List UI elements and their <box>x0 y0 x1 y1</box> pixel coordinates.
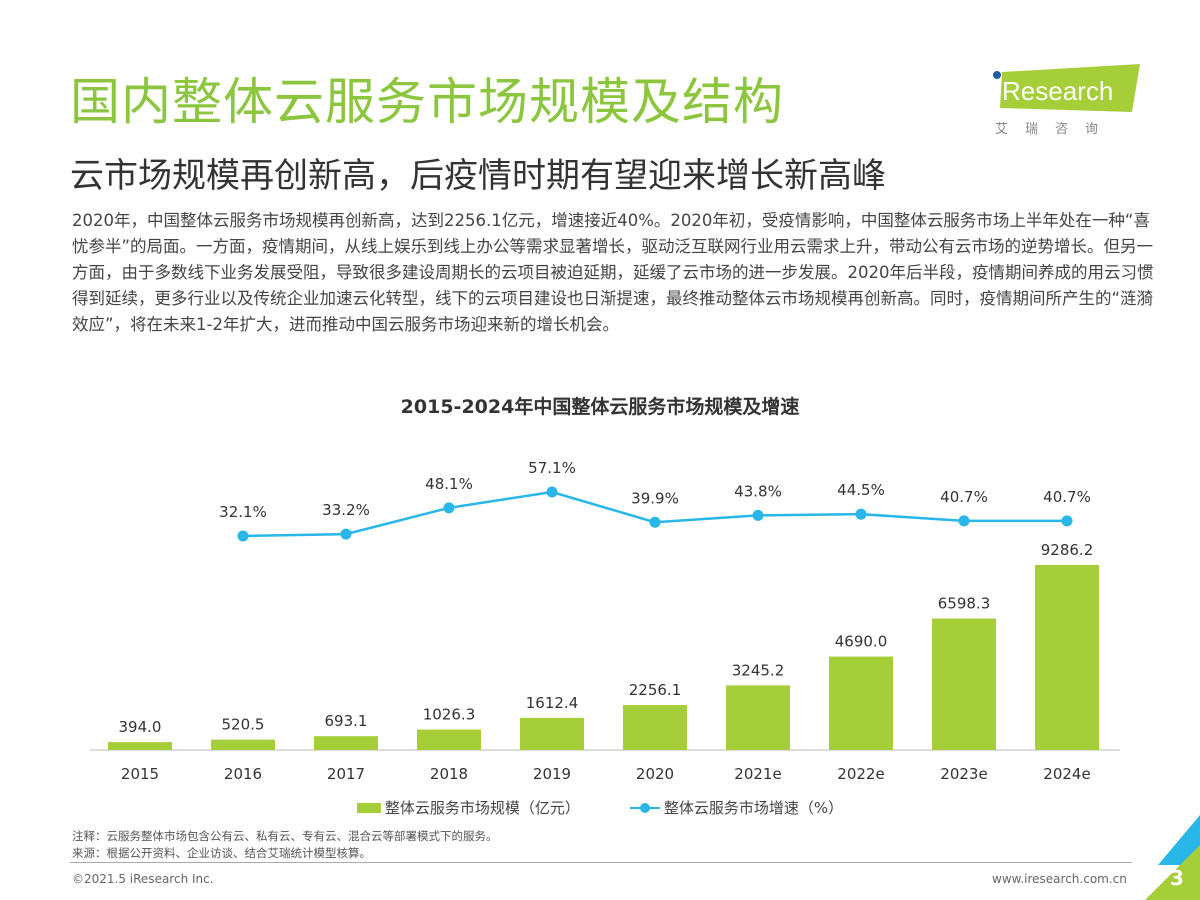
bar-label: 693.1 <box>325 712 368 730</box>
bar <box>417 729 481 750</box>
bar-label: 2256.1 <box>629 681 682 699</box>
page-title: 国内整体云服务市场规模及结构 <box>70 73 784 131</box>
growth-label: 32.1% <box>219 503 267 521</box>
corner-decoration <box>1145 815 1200 900</box>
bar <box>932 618 996 750</box>
bar <box>520 717 584 750</box>
growth-point <box>649 516 661 528</box>
growth-label: 48.1% <box>425 475 473 493</box>
growth-label: 43.8% <box>734 482 782 500</box>
bar-label: 3245.2 <box>732 661 785 679</box>
line-swatch <box>629 802 660 814</box>
x-tick-label: 2020 <box>636 765 674 783</box>
legend-item-bar: 整体云服务市场规模（亿元） <box>356 797 580 818</box>
note-text: 注释：云服务整体市场包含公有云、私有云、专有云、混合云等部署模式下的服务。 <box>72 829 498 843</box>
growth-point <box>237 530 249 542</box>
source-text: 来源：根据公开资料、企业访谈、结合艾瑞统计模型核算。 <box>72 846 371 860</box>
growth-label: 40.7% <box>1043 488 1091 506</box>
copyright: ©2021.5 iResearch Inc. <box>72 872 214 886</box>
bar-label: 520.5 <box>222 716 265 734</box>
x-tick-label: 2015 <box>121 765 159 783</box>
x-tick-label: 2017 <box>327 765 365 783</box>
growth-point <box>1061 515 1073 527</box>
growth-label: 39.9% <box>631 489 679 507</box>
bar <box>1035 565 1099 750</box>
legend-label: 整体云服务市场增速（%） <box>663 799 844 817</box>
x-tick-label: 2021e <box>734 765 781 783</box>
x-tick-label: 2018 <box>430 765 468 783</box>
divider <box>70 862 1132 863</box>
bar-label: 1026.3 <box>423 706 476 724</box>
svg-text:Research: Research <box>1002 76 1113 106</box>
bar <box>108 742 172 750</box>
bar-label: 4690.0 <box>835 633 888 651</box>
bar-label: 9286.2 <box>1041 541 1094 559</box>
growth-point <box>958 515 970 527</box>
bar <box>829 656 893 750</box>
page-number: 3 <box>1170 866 1184 890</box>
growth-point <box>443 502 455 514</box>
bar-swatch <box>356 802 381 813</box>
growth-label: 40.7% <box>940 488 988 506</box>
bar <box>726 685 790 750</box>
bar <box>211 739 275 750</box>
bar <box>314 736 378 750</box>
growth-point <box>855 508 867 520</box>
bar-label: 394.0 <box>119 718 162 736</box>
chart-title: 2015-2024年中国整体云服务市场规模及增速 <box>400 396 800 418</box>
iresearch-logo: Research <box>993 64 1140 112</box>
chart-legend: 整体云服务市场规模（亿元） 整体云服务市场增速（%） <box>0 797 1200 818</box>
legend-label: 整体云服务市场规模（亿元） <box>384 799 580 817</box>
growth-label: 33.2% <box>322 501 370 519</box>
body-text: 2020年，中国整体云服务市场规模再创新高，达到2256.1亿元，增速接近40%… <box>72 211 1154 334</box>
growth-point <box>752 509 764 521</box>
x-tick-label: 2016 <box>224 765 262 783</box>
growth-point <box>340 528 352 540</box>
page-subtitle: 云市场规模再创新高，后疫情时期有望迎来增长新高峰 <box>70 156 886 196</box>
legend-item-line: 整体云服务市场增速（%） <box>629 797 844 818</box>
x-tick-label: 2024e <box>1043 765 1090 783</box>
growth-label: 57.1% <box>528 459 576 477</box>
x-tick-label: 2022e <box>837 765 884 783</box>
x-tick-label: 2023e <box>940 765 987 783</box>
bar <box>623 705 687 750</box>
growth-point <box>546 486 558 498</box>
bar-label: 6598.3 <box>938 595 991 613</box>
logo-cn-text: 艾瑞咨询 <box>995 122 1116 137</box>
bar-label: 1612.4 <box>526 694 579 712</box>
website-link[interactable]: www.iresearch.com.cn <box>992 872 1127 886</box>
growth-label: 44.5% <box>837 481 885 499</box>
x-tick-label: 2019 <box>533 765 571 783</box>
